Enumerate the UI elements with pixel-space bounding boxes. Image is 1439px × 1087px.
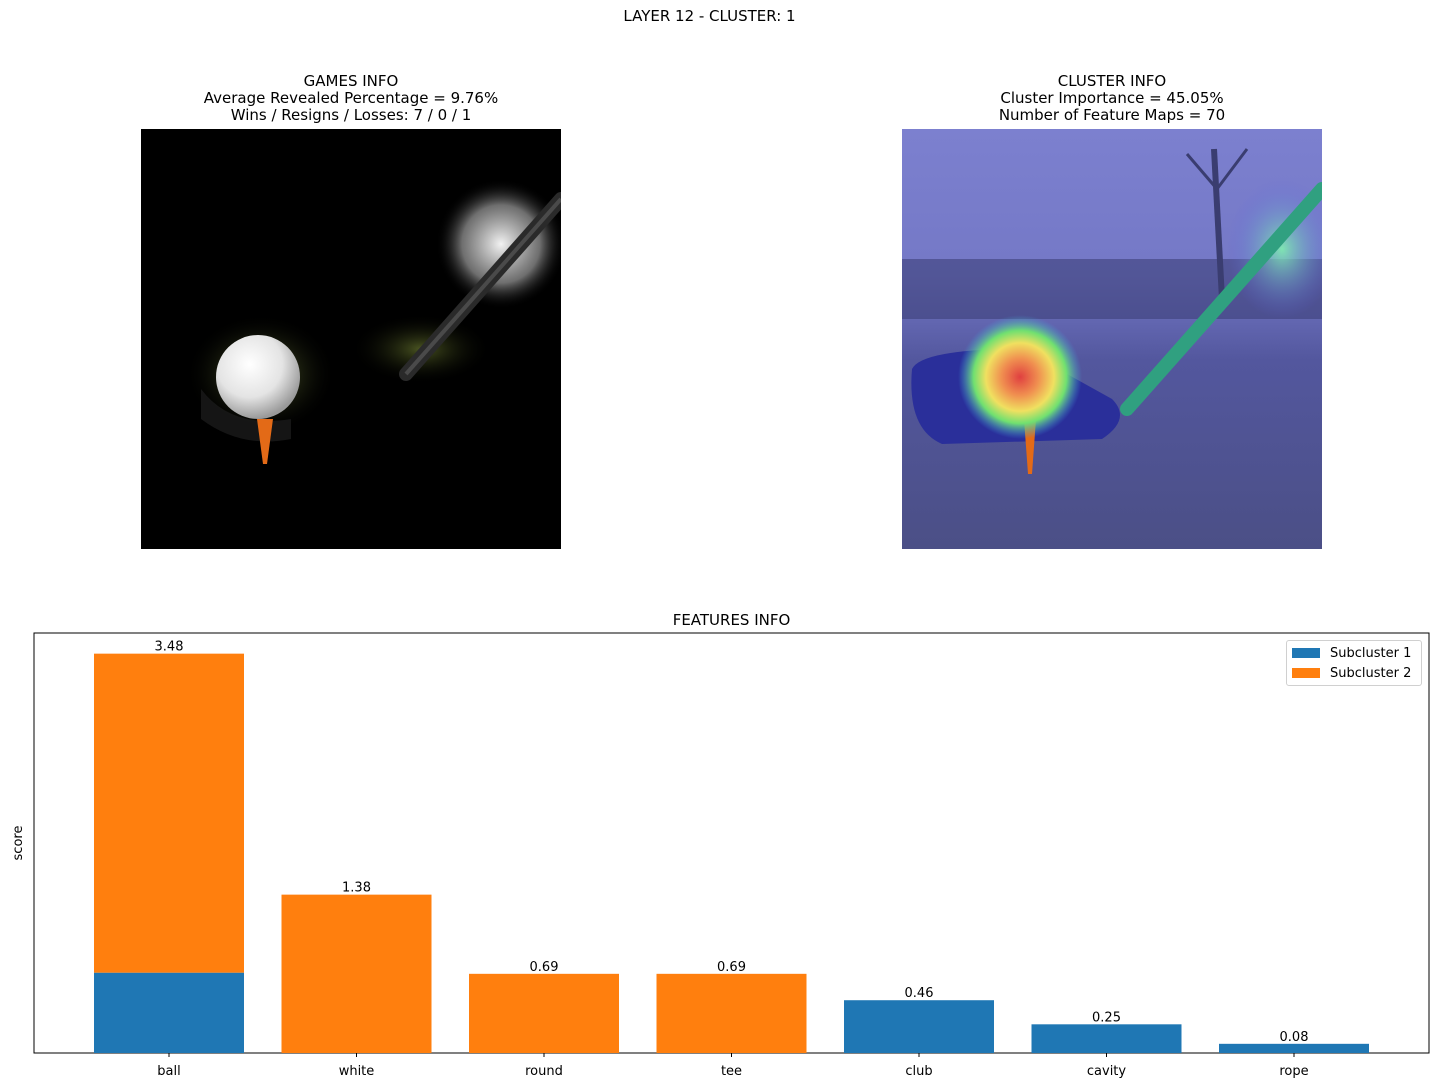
bar-rope-subcluster-1 bbox=[1219, 1043, 1369, 1053]
bars-layer bbox=[94, 653, 1369, 1053]
games-info-title: GAMES INFO bbox=[303, 72, 399, 90]
bar-club-subcluster-1 bbox=[844, 1000, 994, 1053]
feature-maps-text: Number of Feature Maps = 70 bbox=[998, 106, 1226, 124]
revealed-image bbox=[141, 129, 561, 549]
legend-swatch-subcluster-2 bbox=[1292, 668, 1320, 678]
labels-layer: 3.48 1.38 0.69 0.69 0.46 0.25 0.08 bbox=[155, 640, 1309, 1045]
value-label-cavity: 0.25 bbox=[1092, 1010, 1121, 1025]
y-axis-label: score bbox=[11, 826, 26, 861]
ticks-layer: ball white round tee club cavity rope bbox=[157, 1053, 1309, 1079]
value-label-club: 0.46 bbox=[905, 986, 934, 1001]
heatmap-image bbox=[902, 129, 1322, 549]
x-tick-label-cavity: cavity bbox=[1087, 1064, 1127, 1079]
heatmap-image-drawing bbox=[902, 129, 1322, 549]
chart-legend: Subcluster 1 Subcluster 2 bbox=[1286, 640, 1422, 686]
revealed-percentage-text: Average Revealed Percentage = 9.76% bbox=[203, 89, 499, 107]
legend-swatch-subcluster-1 bbox=[1292, 648, 1320, 658]
value-label-tee: 0.69 bbox=[717, 960, 746, 975]
x-tick-label-round: round bbox=[525, 1064, 563, 1079]
cluster-info-title-block: CLUSTER INFO Cluster Importance = 45.05%… bbox=[902, 73, 1322, 124]
cluster-importance-text: Cluster Importance = 45.05% bbox=[1000, 89, 1224, 107]
bar-round-subcluster-2 bbox=[469, 973, 619, 1053]
wins-resigns-losses-text: Wins / Resigns / Losses: 7 / 0 / 1 bbox=[230, 106, 472, 124]
x-tick-label-club: club bbox=[905, 1064, 932, 1079]
legend-item-subcluster-2: Subcluster 2 bbox=[1292, 665, 1411, 681]
x-tick-label-white: white bbox=[339, 1064, 375, 1079]
bar-ball-subcluster-1 bbox=[94, 972, 244, 1053]
value-label-ball: 3.48 bbox=[155, 640, 184, 655]
legend-item-subcluster-1: Subcluster 1 bbox=[1292, 645, 1411, 661]
revealed-image-drawing bbox=[141, 129, 561, 549]
value-label-round: 0.69 bbox=[530, 960, 559, 975]
bar-cavity-subcluster-1 bbox=[1031, 1024, 1182, 1053]
figure-title: LAYER 12 - CLUSTER: 1 bbox=[623, 7, 796, 25]
x-tick-label-rope: rope bbox=[1279, 1064, 1308, 1079]
games-info-title-block: GAMES INFO Average Revealed Percentage =… bbox=[141, 73, 561, 124]
legend-label-subcluster-2: Subcluster 2 bbox=[1330, 665, 1412, 681]
bar-ball-subcluster-2 bbox=[94, 653, 244, 973]
x-tick-label-tee: tee bbox=[721, 1064, 742, 1079]
x-tick-label-ball: ball bbox=[157, 1064, 180, 1079]
bar-white-subcluster-2 bbox=[281, 894, 432, 1053]
legend-label-subcluster-1: Subcluster 1 bbox=[1330, 645, 1412, 661]
bar-tee-subcluster-2 bbox=[656, 973, 807, 1053]
chart-title: FEATURES INFO bbox=[672, 611, 791, 629]
value-label-white: 1.38 bbox=[342, 881, 371, 896]
cluster-info-title: CLUSTER INFO bbox=[1057, 72, 1167, 90]
value-label-rope: 0.08 bbox=[1280, 1030, 1309, 1045]
